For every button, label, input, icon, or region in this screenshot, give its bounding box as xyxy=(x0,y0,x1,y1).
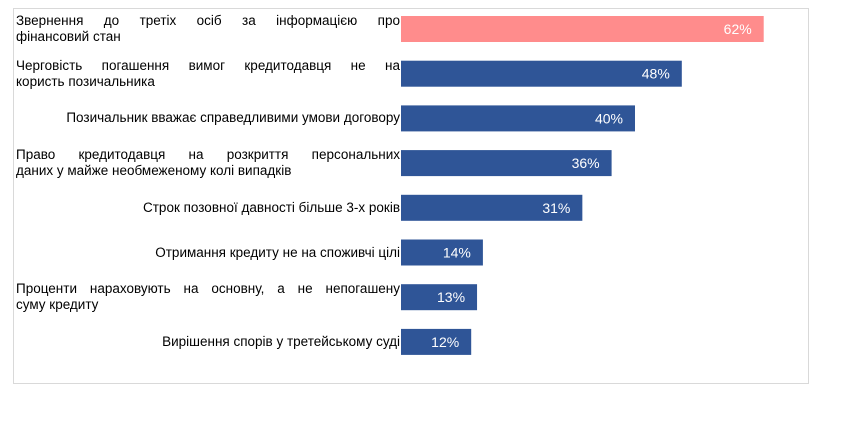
category-label-line: суму кредиту xyxy=(16,297,99,313)
category-label-line: Проценти нараховують на основну, а не не… xyxy=(16,281,400,297)
bar-value-label: 13% xyxy=(437,289,465,305)
category-label: Звернення до третіх осіб за інформацією … xyxy=(16,13,400,45)
category-label: Позичальник вважає справедливими умови д… xyxy=(16,110,400,126)
category-label: Проценти нараховують на основну, а не не… xyxy=(16,281,400,313)
category-label: Отримання кредиту не на споживчі цілі xyxy=(16,245,400,261)
bar-value-label: 31% xyxy=(542,200,570,216)
bar-4 xyxy=(401,150,612,177)
bar-8 xyxy=(401,328,472,355)
bar-value-label: 14% xyxy=(443,245,471,261)
bar-value-label: 40% xyxy=(595,110,623,126)
category-label-line: Право кредитодавця на розкриття персонал… xyxy=(16,147,400,163)
category-label: Вирішення спорів у третейському суді xyxy=(16,334,400,350)
category-label-line: даних у майже необмеженому колі випадків xyxy=(16,163,292,179)
bar-5 xyxy=(401,194,583,221)
bar-3 xyxy=(401,105,635,132)
bar-value-label: 36% xyxy=(572,155,600,171)
chart-area: 62% 48% 40% 36% 31% 14% 13% 12% Звернення до тр… xyxy=(13,8,809,384)
category-label: Черговість погашення вимог кредитодавця … xyxy=(16,58,400,90)
category-label-line: фінансовий стан xyxy=(16,29,121,44)
category-label-line: Позичальник вважає справедливими умови д… xyxy=(66,110,400,126)
bar-7 xyxy=(401,284,478,311)
bar-value-label: 48% xyxy=(642,66,670,82)
bar-value-label: 12% xyxy=(431,334,459,350)
category-label-line: Черговість погашення вимог кредитодавця … xyxy=(16,57,400,73)
category-label-line: користь позичальника xyxy=(16,73,155,89)
bar-chart: 62% 48% 40% 36% 31% 14% 13% 12% xyxy=(401,16,764,355)
category-label: Строк позовної давності більше 3-х років xyxy=(16,200,400,216)
category-label-line: Звернення до третіх осіб за інформацією … xyxy=(16,13,400,28)
bar-value-label: 62% xyxy=(724,21,752,37)
category-label: Право кредитодавця на розкриття персонал… xyxy=(16,147,400,179)
bar-2 xyxy=(401,60,682,87)
category-label-line: Вирішення спорів у третейському суді xyxy=(162,333,400,349)
bar-6 xyxy=(401,239,483,266)
category-label-line: Отримання кредиту не на споживчі цілі xyxy=(155,244,400,260)
bar-1 xyxy=(401,16,764,42)
category-label-line: Строк позовної давності більше 3-х років xyxy=(143,199,400,215)
